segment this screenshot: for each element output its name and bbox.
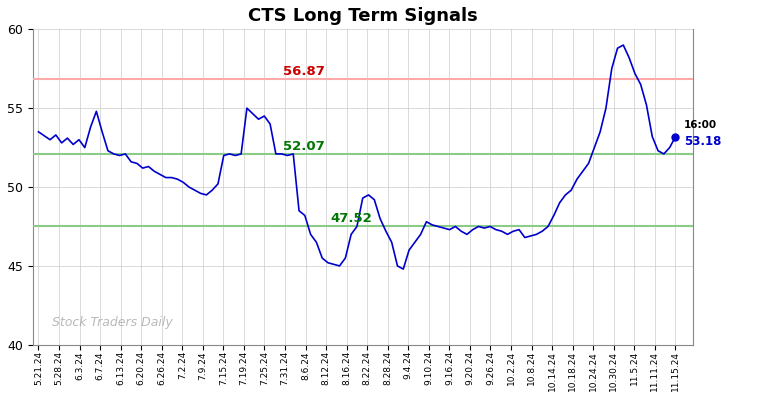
Text: 53.18: 53.18 <box>684 135 721 148</box>
Text: 47.52: 47.52 <box>331 212 372 225</box>
Text: Stock Traders Daily: Stock Traders Daily <box>53 316 173 329</box>
Title: CTS Long Term Signals: CTS Long Term Signals <box>248 7 477 25</box>
Text: 16:00: 16:00 <box>684 120 717 130</box>
Text: 52.07: 52.07 <box>283 140 325 154</box>
Text: 56.87: 56.87 <box>283 65 325 78</box>
